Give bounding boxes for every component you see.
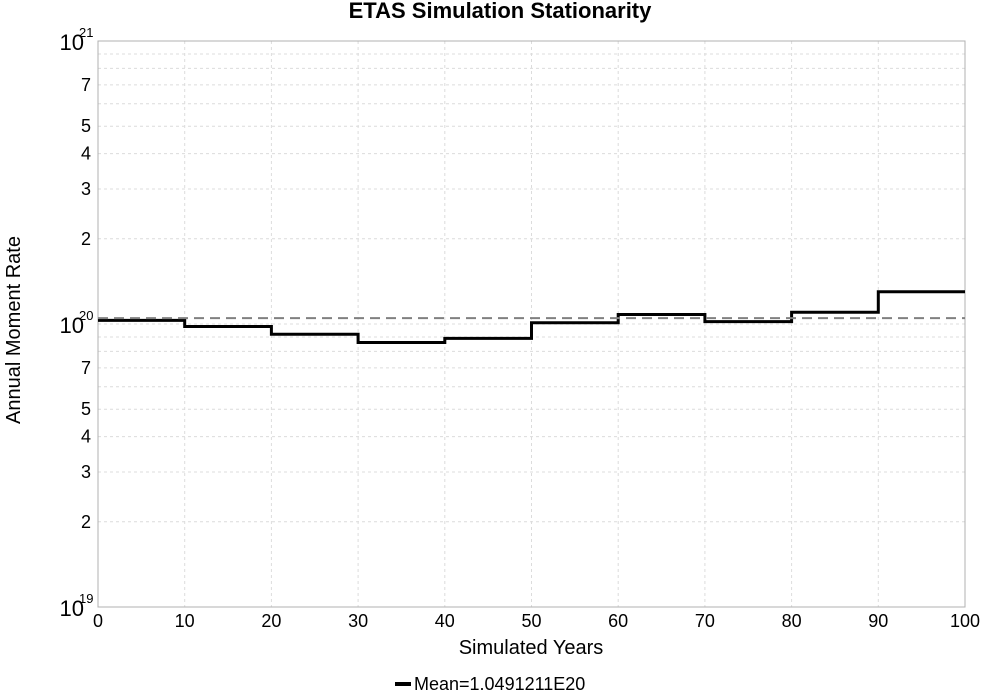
legend-entry: Mean=1.0491211E20 (414, 674, 585, 694)
series-step-line (98, 290, 965, 345)
y-tick-label-exponent: 19 (79, 591, 93, 606)
x-tick-label: 20 (261, 611, 281, 631)
y-tick-label: 4 (81, 427, 91, 447)
y-tick-label: 2 (81, 512, 91, 532)
x-axis-label: Simulated Years (459, 637, 604, 659)
x-tick-label: 40 (435, 611, 455, 631)
y-axis-label: Annual Moment Rate (3, 236, 25, 424)
x-tick-labels: 0 10 20 30 40 50 60 70 80 90 100 (93, 611, 980, 631)
x-tick-label: 80 (782, 611, 802, 631)
series-group (98, 290, 965, 345)
y-tick-label: 4 (81, 144, 91, 164)
y-tick-label: 5 (81, 399, 91, 419)
x-tick-label: 0 (93, 611, 103, 631)
x-tick-label: 70 (695, 611, 715, 631)
y-tick-label: 3 (81, 179, 91, 199)
x-tick-label: 50 (521, 611, 541, 631)
y-tick-label: 7 (81, 75, 91, 95)
x-tick-label: 100 (950, 611, 980, 631)
x-tick-label: 60 (608, 611, 628, 631)
y-tick-label: 2 (81, 229, 91, 249)
x-tick-label: 90 (868, 611, 888, 631)
y-tick-label: 5 (81, 116, 91, 136)
y-tick-label: 7 (81, 358, 91, 378)
x-tick-label: 10 (175, 611, 195, 631)
y-tick-label-exponent: 21 (79, 25, 93, 40)
y-tick-label-base: 10 (60, 596, 84, 621)
x-tick-label: 30 (348, 611, 368, 631)
legend: Mean=1.0491211E20 (395, 674, 585, 694)
y-tick-label-base: 10 (60, 313, 84, 338)
y-tick-label: 3 (81, 462, 91, 482)
chart-title: ETAS Simulation Stationarity (349, 0, 653, 23)
y-tick-label-base: 10 (60, 30, 84, 55)
plot-area (97, 40, 966, 608)
y-tick-label-exponent: 20 (79, 308, 93, 323)
